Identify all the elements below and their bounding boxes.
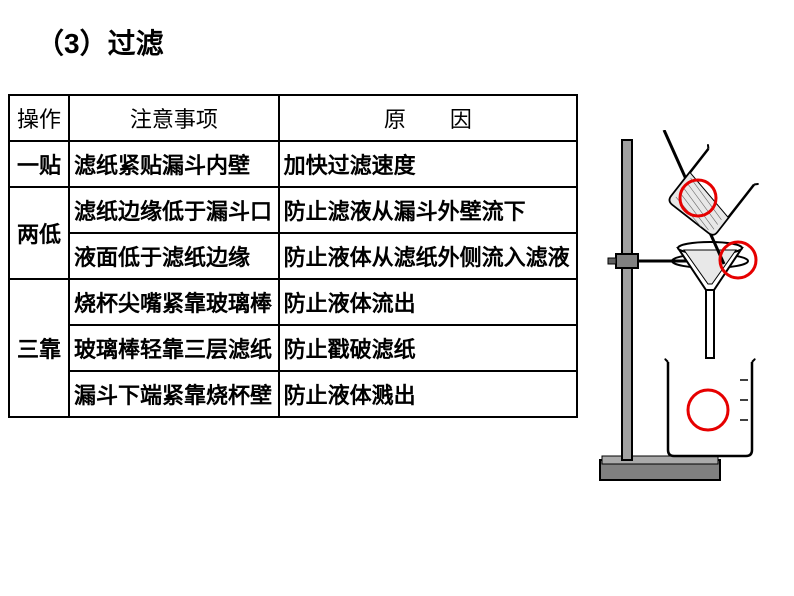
note-cell: 漏斗下端紧靠烧杯壁 xyxy=(69,371,279,417)
header-operation: 操作 xyxy=(9,95,69,141)
note-cell: 液面低于滤纸边缘 xyxy=(69,233,279,279)
table-header-row: 操作 注意事项 原 因 xyxy=(9,95,577,141)
filtration-table: 操作 注意事项 原 因 一贴 滤纸紧贴漏斗内壁 加快过滤速度 两低 滤纸边缘低于… xyxy=(8,94,578,418)
table-row: 漏斗下端紧靠烧杯壁 防止液体溅出 xyxy=(9,371,577,417)
reason-cell: 加快过滤速度 xyxy=(279,141,577,187)
header-note: 注意事项 xyxy=(69,95,279,141)
section-title: （3）过滤 xyxy=(36,22,164,62)
reason-cell: 防止滤液从漏斗外壁流下 xyxy=(279,187,577,233)
table-row: 两低 滤纸边缘低于漏斗口 防止滤液从漏斗外壁流下 xyxy=(9,187,577,233)
table-row: 三靠 烧杯尖嘴紧靠玻璃棒 防止液体流出 xyxy=(9,279,577,325)
op-cell: 两低 xyxy=(9,187,69,279)
ring-clamp xyxy=(616,254,638,268)
reason-cell: 防止戳破滤纸 xyxy=(279,325,577,371)
note-cell: 玻璃棒轻靠三层滤纸 xyxy=(69,325,279,371)
funnel-stem xyxy=(706,290,714,358)
receiving-beaker xyxy=(668,362,752,456)
reason-cell: 防止液体流出 xyxy=(279,279,577,325)
table-row: 液面低于滤纸边缘 防止液体从滤纸外侧流入滤液 xyxy=(9,233,577,279)
table-row: 一贴 滤纸紧贴漏斗内壁 加快过滤速度 xyxy=(9,141,577,187)
op-cell: 三靠 xyxy=(9,279,69,417)
stand-rod xyxy=(622,140,632,460)
note-cell: 滤纸边缘低于漏斗口 xyxy=(69,187,279,233)
header-reason: 原 因 xyxy=(279,95,577,141)
op-cell: 一贴 xyxy=(9,141,69,187)
note-cell: 滤纸紧贴漏斗内壁 xyxy=(69,141,279,187)
table-row: 玻璃棒轻靠三层滤纸 防止戳破滤纸 xyxy=(9,325,577,371)
reason-cell: 防止液体从滤纸外侧流入滤液 xyxy=(279,233,577,279)
note-cell: 烧杯尖嘴紧靠玻璃棒 xyxy=(69,279,279,325)
filtration-apparatus-diagram xyxy=(590,130,785,490)
pouring-beaker xyxy=(666,145,758,238)
reason-cell: 防止液体溅出 xyxy=(279,371,577,417)
